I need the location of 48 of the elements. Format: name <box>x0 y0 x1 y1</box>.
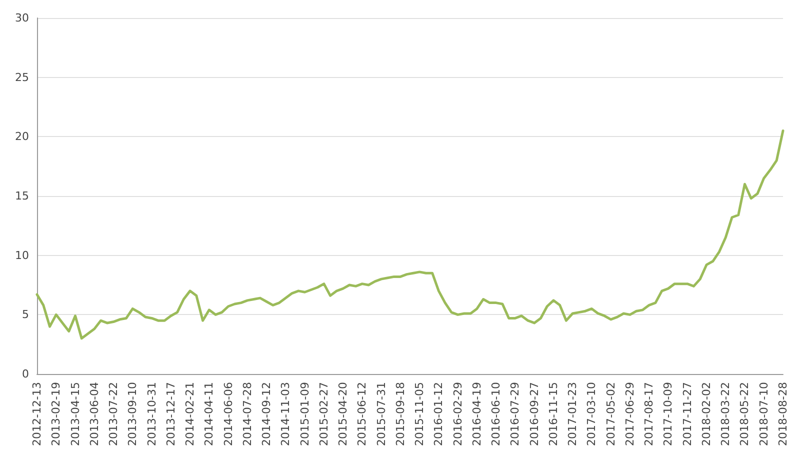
x-tick-label: 2017-03-10 <box>585 382 598 446</box>
y-tick-label: 5 <box>22 308 29 322</box>
y-tick-label: 30 <box>15 12 29 24</box>
x-tick-label: 2014-02-21 <box>184 382 197 446</box>
x-tick-label: 2014-04-11 <box>202 382 216 446</box>
x-tick-label: 2015-01-09 <box>298 382 312 446</box>
x-tick-label: 2013-07-22 <box>107 382 120 446</box>
x-tick-label: 2016-01-12 <box>432 382 446 446</box>
x-tick-label: 2014-06-06 <box>222 382 235 446</box>
x-tick-label: 2017-08-17 <box>642 382 656 446</box>
x-tick-label: 2018-08-28 <box>776 382 790 446</box>
x-tick-label: 2016-09-27 <box>528 382 541 446</box>
x-tick-label: 2017-05-02 <box>604 382 618 446</box>
x-tick-label: 2014-11-03 <box>279 382 292 446</box>
y-tick-label: 20 <box>15 130 29 144</box>
x-tick-label: 2017-10-09 <box>662 382 675 446</box>
x-tick-label: 2016-11-15 <box>546 382 560 446</box>
x-tick-label: 2018-07-10 <box>757 382 770 446</box>
x-tick-label: 2018-03-22 <box>719 382 732 446</box>
x-tick-label: 2015-04-20 <box>336 382 350 446</box>
x-tick-label: 2013-02-19 <box>50 382 63 446</box>
x-tick-label: 2014-07-28 <box>240 382 254 446</box>
x-tick-label: 2013-12-17 <box>164 382 178 446</box>
y-tick-label: 10 <box>15 248 29 262</box>
y-tick-label: 0 <box>22 368 29 380</box>
x-tick-label: 2016-06-10 <box>490 382 503 446</box>
x-tick-label: 2015-06-12 <box>356 382 369 446</box>
x-tick-label: 2015-02-27 <box>317 382 330 446</box>
x-tick-label: 2017-01-23 <box>566 382 580 446</box>
x-tick-label: 2015-09-18 <box>394 382 407 446</box>
line-series <box>36 129 784 340</box>
x-tick-label: 2017-06-29 <box>623 382 636 446</box>
x-tick-label: 2015-07-31 <box>374 382 388 446</box>
y-tick-label: 25 <box>15 70 29 84</box>
x-tick-label: 2018-05-22 <box>738 382 752 446</box>
x-tick-label: 2013-09-10 <box>126 382 140 446</box>
x-tick-label: 2013-04-15 <box>68 382 82 446</box>
x-tick-label: 2013-10-31 <box>145 382 158 446</box>
x-tick-label: 2015-11-05 <box>413 382 426 446</box>
x-tick-label: 2018-02-02 <box>700 382 713 446</box>
x-tick-label: 2016-04-19 <box>470 382 484 446</box>
x-tick-label: 2013-06-04 <box>88 382 101 446</box>
x-tick-label: 2014-09-12 <box>260 382 274 446</box>
x-tick-label: 2017-11-27 <box>680 382 694 446</box>
x-tick-label: 2012-12-13 <box>30 382 44 446</box>
y-tick-label: 15 <box>15 190 29 202</box>
x-tick-label: 2016-02-29 <box>451 382 464 446</box>
x-tick-label: 2016-07-29 <box>508 382 522 446</box>
